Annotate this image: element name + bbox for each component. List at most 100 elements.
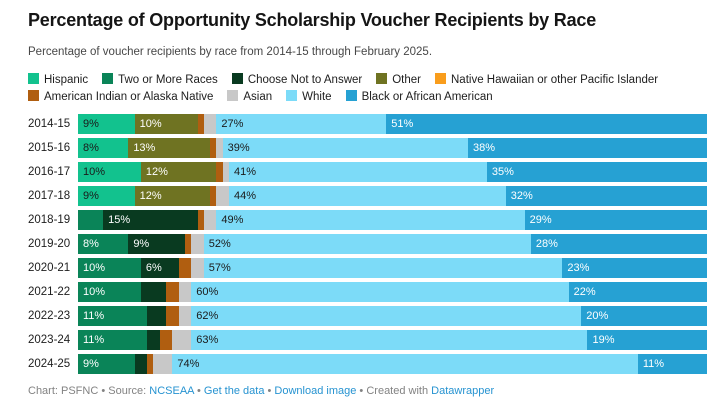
segment-white[interactable]: 62% — [191, 306, 582, 326]
segment-value-label: 9% — [83, 190, 99, 202]
segment-black-or-african-american[interactable]: 35% — [486, 162, 708, 182]
segment-hispanic[interactable]: 9% — [78, 186, 135, 206]
segment-white[interactable]: 41% — [228, 162, 487, 182]
segment-value-label: 8% — [83, 238, 99, 250]
segment-two-or-more-races[interactable]: 11% — [78, 330, 148, 350]
segment-value-label: 19% — [592, 334, 615, 346]
segment-white[interactable]: 60% — [191, 282, 569, 302]
segment-asian[interactable] — [203, 114, 217, 134]
chart: 2014-15 9% 10% 27% 51% 2015-16 8% 13% 39% 38% 2016… — [28, 114, 708, 374]
row-label-2015-16: 2015-16 — [28, 142, 71, 154]
segment-white[interactable]: 49% — [216, 210, 525, 230]
segment-value-label: 20% — [586, 310, 609, 322]
legend-item-other: Other — [376, 73, 421, 86]
segment-american-indian-or-alaska-native[interactable] — [216, 162, 223, 182]
segment-asian[interactable] — [178, 306, 192, 326]
segment-choose-not-to-answer[interactable]: 9% — [128, 234, 185, 254]
segment-white[interactable]: 39% — [222, 138, 468, 158]
footer-separator: • — [196, 385, 201, 397]
segment-other[interactable]: 12% — [134, 186, 211, 206]
segment-american-indian-or-alaska-native[interactable] — [197, 114, 204, 134]
row-label-2023-24: 2023-24 — [28, 334, 71, 346]
segment-asian[interactable] — [222, 162, 229, 182]
segment-hispanic[interactable]: 9% — [78, 114, 135, 134]
segment-black-or-african-american[interactable]: 22% — [568, 282, 707, 302]
segment-two-or-more-races[interactable]: 11% — [78, 306, 148, 326]
segment-white[interactable]: 74% — [172, 354, 638, 374]
segment-other[interactable]: 13% — [128, 138, 211, 158]
segment-black-or-african-american[interactable]: 11% — [637, 354, 707, 374]
segment-black-or-african-american[interactable]: 29% — [524, 210, 707, 230]
segment-black-or-african-american[interactable]: 28% — [530, 234, 707, 254]
segment-asian[interactable] — [216, 138, 223, 158]
chart-row-2018-19: 2018-19 15% 49% 29% — [28, 210, 707, 230]
bar-2019-20: 8% 9% 52% 28% — [78, 234, 707, 254]
segment-choose-not-to-answer[interactable] — [147, 306, 167, 326]
segment-black-or-african-american[interactable]: 19% — [587, 330, 707, 350]
legend-item-two-or-more-races: Two or More Races — [102, 73, 218, 86]
segment-asian[interactable] — [216, 186, 229, 206]
segment-black-or-african-american[interactable]: 51% — [386, 114, 708, 134]
segment-value-label: 60% — [196, 286, 219, 298]
legend-item-choose-not-to-answer: Choose Not to Answer — [231, 73, 362, 86]
segment-american-indian-or-alaska-native[interactable] — [159, 330, 173, 350]
segment-choose-not-to-answer[interactable]: 6% — [140, 258, 179, 278]
get-data-link[interactable]: Get the data — [203, 385, 265, 397]
segment-choose-not-to-answer[interactable] — [140, 282, 167, 302]
segment-american-indian-or-alaska-native[interactable] — [166, 306, 179, 326]
segment-two-or-more-races[interactable] — [78, 210, 104, 230]
segment-two-or-more-races[interactable]: 10% — [78, 282, 141, 302]
segment-value-label: 49% — [221, 214, 244, 226]
segment-asian[interactable] — [203, 210, 217, 230]
segment-two-or-more-races[interactable]: 10% — [78, 258, 141, 278]
segment-other[interactable]: 10% — [134, 114, 198, 134]
segment-asian[interactable] — [178, 282, 192, 302]
segment-choose-not-to-answer[interactable]: 15% — [103, 210, 198, 230]
segment-white[interactable]: 63% — [191, 330, 588, 350]
segment-asian[interactable] — [172, 330, 192, 350]
segment-american-indian-or-alaska-native[interactable] — [184, 234, 192, 254]
segment-value-label: 44% — [233, 190, 256, 202]
segment-asian[interactable] — [153, 354, 173, 374]
row-label-2024-25: 2024-25 — [28, 358, 71, 370]
segment-value-label: 10% — [83, 286, 106, 298]
segment-two-or-more-races[interactable]: 8% — [78, 234, 129, 254]
segment-black-or-african-american[interactable]: 38% — [467, 138, 707, 158]
segment-american-indian-or-alaska-native[interactable] — [197, 210, 204, 230]
segment-black-or-african-american[interactable]: 32% — [505, 186, 708, 206]
segment-american-indian-or-alaska-native[interactable] — [178, 258, 192, 278]
segment-asian[interactable] — [191, 258, 204, 278]
legend-swatch-two-or-more-races — [102, 73, 114, 84]
segment-choose-not-to-answer[interactable] — [134, 354, 148, 374]
segment-two-or-more-races[interactable]: 9% — [78, 354, 135, 374]
legend-label: Hispanic — [44, 74, 89, 86]
chart-row-2021-22: 2021-22 10% 60% 22% — [28, 282, 707, 302]
segment-black-or-african-american[interactable]: 20% — [581, 306, 707, 326]
legend-label: White — [302, 90, 332, 103]
segment-american-indian-or-alaska-native[interactable] — [166, 282, 179, 302]
download-image-link[interactable]: Download image — [274, 385, 357, 397]
segment-asian[interactable] — [191, 234, 204, 254]
legend-item-white: White — [286, 89, 332, 103]
segment-american-indian-or-alaska-native[interactable] — [210, 186, 217, 206]
segment-choose-not-to-answer[interactable] — [147, 330, 160, 350]
segment-american-indian-or-alaska-native[interactable] — [147, 354, 154, 374]
segment-white[interactable]: 52% — [203, 234, 531, 254]
segment-value-label: 10% — [139, 118, 162, 130]
segment-other[interactable]: 12% — [140, 162, 217, 182]
source-link[interactable]: NCSEAA — [149, 385, 194, 397]
legend-item-hispanic: Hispanic — [28, 73, 89, 86]
legend-swatch-asian — [227, 89, 239, 101]
segment-american-indian-or-alaska-native[interactable] — [210, 138, 217, 158]
segment-white[interactable]: 44% — [228, 186, 506, 206]
segment-black-or-african-american[interactable]: 23% — [562, 258, 707, 278]
segment-value-label: 74% — [177, 358, 200, 370]
segment-hispanic[interactable]: 10% — [78, 162, 141, 182]
datawrapper-link[interactable]: Datawrapper — [431, 385, 495, 397]
segment-white[interactable]: 27% — [216, 114, 387, 134]
segment-value-label: 32% — [510, 190, 533, 202]
footer-separator: • — [267, 385, 272, 397]
segment-value-label: 11% — [642, 358, 665, 370]
segment-hispanic[interactable]: 8% — [78, 138, 129, 158]
segment-white[interactable]: 57% — [203, 258, 563, 278]
